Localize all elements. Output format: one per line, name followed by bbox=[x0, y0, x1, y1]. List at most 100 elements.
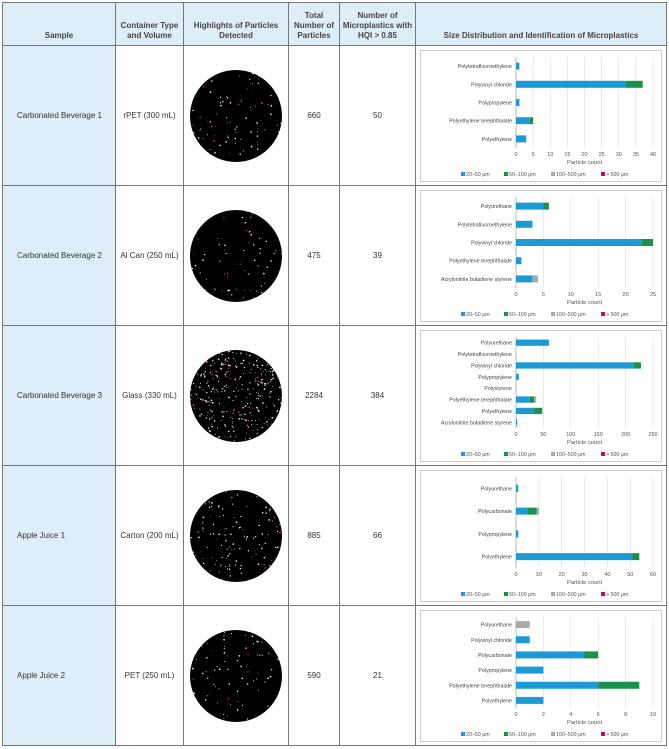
particle-dot bbox=[199, 382, 202, 384]
particle-dot bbox=[258, 631, 261, 633]
particle-dot bbox=[273, 252, 275, 254]
particle-dot bbox=[245, 646, 247, 649]
particle-dot bbox=[246, 682, 249, 685]
particle-dot bbox=[272, 385, 274, 387]
particle-dot bbox=[257, 383, 260, 386]
x-axis-label: Particle count bbox=[567, 440, 603, 446]
particle-dot bbox=[211, 350, 214, 353]
particle-dot bbox=[238, 102, 240, 105]
particle-dot bbox=[224, 423, 226, 426]
particle-dot bbox=[222, 362, 224, 364]
particle-dot bbox=[246, 229, 248, 231]
particle-dot bbox=[224, 631, 226, 633]
particle-dot bbox=[270, 209, 273, 211]
particle-dot bbox=[270, 367, 272, 369]
particle-dot bbox=[276, 378, 278, 380]
legend-label: > 500 μm bbox=[606, 451, 629, 457]
particle-dot bbox=[227, 386, 229, 388]
particle-dot bbox=[233, 439, 235, 441]
particle-dot bbox=[249, 371, 251, 373]
particle-dot bbox=[192, 435, 195, 438]
particle-dot bbox=[196, 434, 199, 436]
particle-dot bbox=[269, 395, 271, 398]
x-tick-label: 250 bbox=[648, 432, 657, 438]
particle-dot bbox=[225, 363, 227, 365]
hqi-count: 21 bbox=[339, 605, 416, 746]
particle-dot bbox=[227, 697, 230, 699]
particle-dot bbox=[246, 396, 248, 398]
particle-dot bbox=[256, 130, 258, 132]
particle-dot bbox=[201, 570, 204, 573]
particle-dot bbox=[245, 431, 247, 433]
category-label: Polystyrene bbox=[484, 386, 512, 392]
particle-dot bbox=[224, 243, 226, 246]
particle-dot bbox=[258, 577, 260, 579]
particle-dot bbox=[204, 376, 206, 378]
particle-dot bbox=[207, 384, 210, 387]
particle-dot bbox=[218, 397, 220, 399]
particle-dot bbox=[213, 683, 215, 685]
particle-dot bbox=[211, 416, 213, 419]
particle-dot bbox=[224, 373, 227, 375]
particle-dot bbox=[202, 557, 204, 559]
particle-dot bbox=[256, 364, 259, 366]
particle-dot bbox=[220, 361, 223, 364]
particle-dot bbox=[235, 263, 237, 265]
particle-dot bbox=[279, 700, 280, 702]
particle-dot bbox=[229, 574, 232, 577]
particle-dot bbox=[256, 121, 258, 124]
particle-dot bbox=[227, 567, 229, 570]
particle-dot bbox=[211, 410, 213, 412]
particle-dot bbox=[256, 640, 258, 642]
bar-segment bbox=[516, 507, 528, 515]
container-type: Glass (330 mL) bbox=[115, 325, 184, 466]
particle-dot bbox=[216, 436, 218, 438]
x-tick-label: 20 bbox=[559, 572, 565, 578]
particle-dot bbox=[203, 494, 205, 497]
particle-dot bbox=[235, 288, 237, 290]
particle-dot bbox=[250, 106, 252, 108]
legend-swatch bbox=[551, 451, 555, 456]
particle-dot bbox=[266, 364, 268, 367]
particle-dot bbox=[226, 96, 229, 99]
legend-label: > 500 μm bbox=[606, 311, 629, 317]
legend-label: 50–100 μm bbox=[509, 311, 536, 317]
particle-dot bbox=[193, 692, 196, 694]
particle-dot bbox=[271, 370, 274, 373]
particle-dot bbox=[209, 386, 210, 388]
particle-dot bbox=[195, 149, 198, 151]
particle-dot bbox=[230, 532, 232, 535]
particle-dot bbox=[240, 665, 242, 667]
particle-dot bbox=[258, 74, 261, 77]
particle-dot bbox=[257, 440, 259, 442]
category-label: Acrylonitrile butadiene styrene bbox=[441, 276, 512, 282]
particle-dot bbox=[209, 120, 211, 123]
particle-dot bbox=[266, 360, 268, 362]
particle-dot bbox=[206, 642, 208, 644]
particle-dot bbox=[243, 372, 245, 374]
bar-segment bbox=[516, 635, 530, 643]
particle-dot bbox=[254, 380, 257, 382]
particle-dot bbox=[204, 370, 207, 372]
particle-dot bbox=[227, 370, 229, 372]
particle-dot bbox=[261, 547, 263, 549]
particle-dot bbox=[269, 391, 271, 393]
particle-dot bbox=[257, 397, 260, 400]
particle-dot bbox=[234, 378, 236, 380]
particle-dot bbox=[203, 374, 206, 377]
particle-dot bbox=[198, 367, 200, 369]
particle-dot bbox=[279, 523, 281, 525]
particle-dot bbox=[278, 380, 280, 382]
particle-dot bbox=[235, 559, 238, 562]
particle-dot bbox=[226, 95, 228, 97]
particle-dot bbox=[280, 401, 282, 404]
particle-dot bbox=[260, 489, 263, 491]
particle-dot bbox=[261, 532, 264, 535]
particle-dot bbox=[246, 87, 248, 89]
x-tick-label: 30 bbox=[581, 572, 587, 578]
particle-dot bbox=[217, 380, 220, 382]
particle-dot bbox=[257, 376, 259, 378]
particle-dot bbox=[258, 394, 260, 396]
particle-dot bbox=[197, 373, 199, 375]
particle-dot bbox=[270, 378, 272, 380]
